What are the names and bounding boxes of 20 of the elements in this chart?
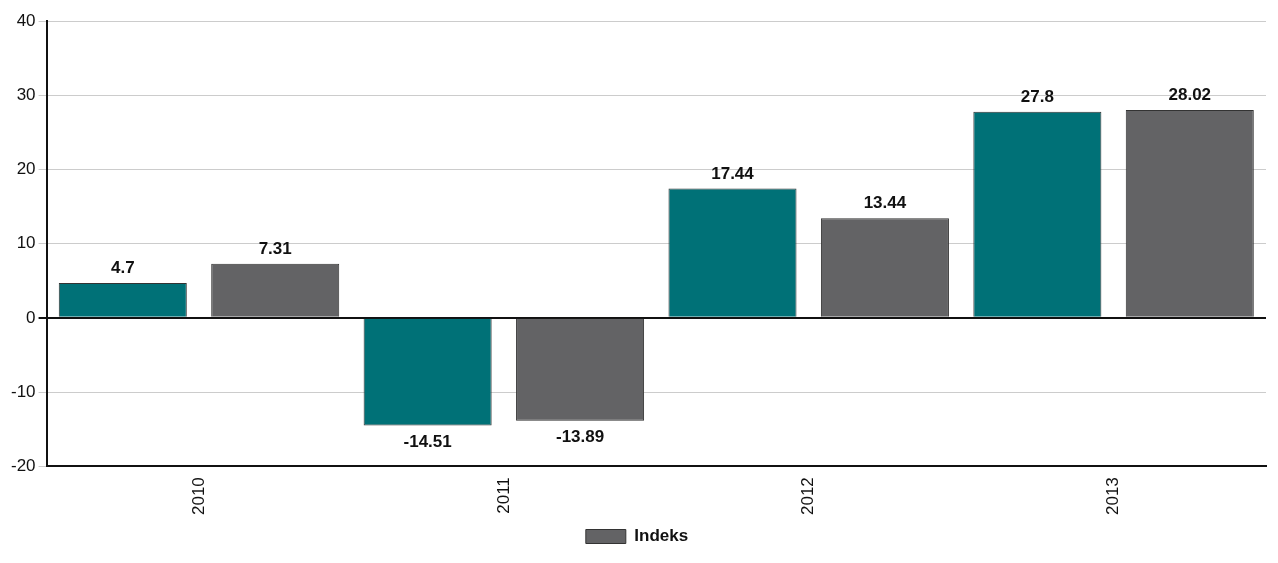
- x-tick-label: 2010: [188, 477, 208, 516]
- data-label: 7.31: [258, 238, 292, 258]
- y-tick-label: -20: [10, 455, 36, 475]
- data-label: 13.44: [863, 193, 907, 213]
- legend-label: Indeks: [634, 526, 689, 546]
- x-tick-label: 2013: [1103, 477, 1123, 516]
- x-tick-label: 2012: [798, 477, 818, 516]
- data-label: -14.51: [403, 431, 452, 451]
- data-label: 17.44: [711, 163, 755, 183]
- y-tick-label: 40: [16, 10, 36, 30]
- x-tick-label: 2011: [493, 477, 513, 514]
- y-tick-label: 10: [16, 233, 36, 253]
- data-label: 4.7: [110, 258, 135, 278]
- y-tick-label: 30: [16, 85, 36, 105]
- y-tick-label: 20: [16, 159, 36, 179]
- data-label: 28.02: [1168, 85, 1212, 105]
- y-tick-label: 0: [26, 307, 36, 327]
- y-tick-label: -10: [10, 381, 36, 401]
- data-label: 27.8: [1020, 86, 1054, 106]
- data-label: -13.89: [555, 427, 605, 447]
